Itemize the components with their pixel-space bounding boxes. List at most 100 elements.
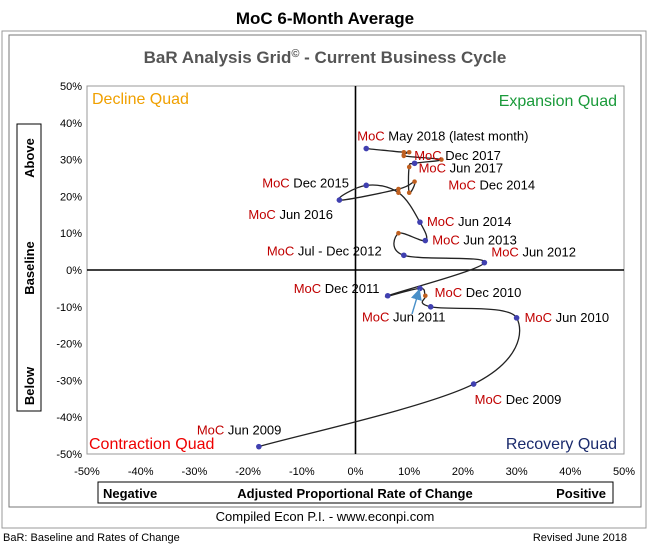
annotation-prefix: MoC	[419, 160, 446, 175]
y-tick-label: -50%	[56, 449, 82, 461]
data-point	[396, 230, 401, 236]
data-point	[412, 179, 417, 184]
footer-left-note: BaR: Baseline and Rates of Change	[3, 532, 180, 544]
y-tick-labels: 50% 40% 30% 20% 10% 0% -10% -20% -30% -40% -50%	[56, 81, 82, 461]
x-bar-negative: Negative	[103, 486, 157, 501]
data-point	[256, 443, 262, 450]
data-point	[396, 190, 401, 196]
annotation-prefix: MoC	[414, 148, 441, 163]
data-point	[363, 145, 370, 152]
data-point	[401, 153, 407, 159]
annotation-period: Dec 2015	[290, 175, 349, 190]
x-tick-label: 0%	[348, 466, 364, 478]
point-annotation: MoC May 2018 (latest month)	[357, 129, 528, 144]
annotation-period: Dec 2011	[321, 281, 379, 296]
point-annotation: MoC Jul - Dec 2012	[267, 243, 382, 258]
point-annotation: MoC Jun 2016	[248, 207, 333, 222]
data-point	[336, 197, 343, 203]
x-tick-label: -40%	[128, 466, 154, 478]
pointer-arrow	[411, 288, 422, 315]
annotation-period: May 2018 (latest month)	[385, 129, 529, 144]
x-tick-label: -30%	[182, 466, 208, 478]
data-point	[423, 293, 428, 299]
point-annotation: MoC Dec 2009	[475, 392, 562, 407]
annotation-period: Dec 2014	[476, 177, 535, 192]
annotation-prefix: MoC	[362, 309, 389, 324]
annotation-prefix: MoC	[248, 207, 275, 222]
x-tick-label: -20%	[235, 466, 261, 478]
outer-frame	[1, 30, 647, 529]
annotation-prefix: MoC	[475, 392, 502, 407]
y-axis-bar	[16, 123, 42, 412]
data-point	[439, 157, 444, 162]
data-point	[401, 149, 407, 155]
data-point	[417, 285, 423, 292]
annotation-period: Jun 2011	[389, 309, 445, 324]
data-point	[427, 304, 434, 310]
data-point	[396, 186, 401, 192]
x-tick-label: 10%	[398, 466, 420, 478]
annotation-period: Jun 2012	[519, 245, 576, 260]
annotation-prefix: MoC	[491, 245, 518, 260]
x-tick-label: -10%	[289, 466, 315, 478]
annotation-prefix: MoC	[197, 423, 224, 438]
annotation-period: Jun 2016	[276, 207, 333, 222]
point-annotation: MoC Jun 2013	[432, 233, 517, 248]
point-annotation: MoC Dec 2014	[448, 177, 535, 192]
point-annotation: MoC Jun 2011	[362, 309, 446, 324]
annotation-period: Jun 2010	[552, 310, 609, 325]
chart-subtitle-main: BaR Analysis Grid	[144, 48, 292, 67]
y-tick-label: -20%	[56, 339, 82, 351]
data-point	[384, 292, 391, 299]
y-tick-label: 20%	[60, 191, 82, 203]
annotation-prefix: MoC	[262, 175, 289, 190]
quad-label-recovery: Recovery Quad	[506, 436, 617, 453]
annotation-prefix: MoC	[294, 281, 321, 296]
annotation-prefix: MoC	[525, 310, 552, 325]
y-tick-label: 50%	[60, 81, 82, 93]
annotation-prefix: MoC	[432, 233, 459, 248]
y-tick-label: 30%	[60, 155, 82, 167]
y-tick-label: 0%	[66, 265, 82, 277]
data-point	[406, 190, 412, 196]
y-tick-label: 40%	[60, 118, 82, 130]
x-tick-label: 50%	[613, 466, 635, 478]
y-bar-above: Above	[22, 138, 37, 178]
x-tick-label: 30%	[506, 466, 528, 478]
point-annotation: MoC Dec 2011	[294, 281, 380, 296]
chart-area-border	[8, 34, 642, 508]
data-point	[411, 160, 418, 167]
annotation-period: Jun 2009	[224, 423, 281, 438]
annotation-period: Jul - Dec 2012	[294, 243, 381, 258]
chart-subtitle-mark: ©	[291, 48, 299, 60]
cycle-series-points	[256, 145, 520, 450]
x-tick-label: 40%	[559, 466, 581, 478]
quad-label-decline: Decline Quad	[92, 91, 189, 108]
annotation-period: Jun 2017	[446, 160, 503, 175]
x-tick-label: -50%	[74, 466, 100, 478]
figure-title: MoC 6-Month Average	[236, 9, 414, 28]
data-point	[470, 381, 477, 387]
y-bar-below: Below	[22, 366, 37, 405]
point-annotation: MoC Dec 2015	[262, 175, 349, 190]
x-bar-center: Adjusted Proportional Rate of Change	[237, 486, 472, 501]
x-axis-bar	[97, 481, 614, 504]
point-annotation: MoC Jun 2009	[197, 423, 282, 438]
y-tick-label: -40%	[56, 412, 82, 424]
annotation-prefix: MoC	[435, 285, 462, 300]
annotation-prefix: MoC	[267, 243, 294, 258]
annotation-period: Jun 2014	[454, 214, 511, 229]
chart-subtitle-rest: - Current Business Cycle	[299, 48, 506, 67]
x-tick-labels: -50% -40% -30% -20% -10% 0% 10% 20% 30% 40% 50%	[74, 466, 635, 478]
annotation-period: Dec 2017	[442, 148, 501, 163]
annotation-period: Dec 2009	[502, 392, 561, 407]
annotation-prefix: MoC	[427, 214, 454, 229]
point-annotation: MoC Dec 2017	[414, 148, 501, 163]
point-annotation: MoC Jun 2010	[525, 310, 610, 325]
data-point	[513, 315, 520, 321]
point-annotation: MoC Jun 2012	[491, 245, 576, 260]
annotation-period: Jun 2013	[460, 233, 517, 248]
annotation-prefix: MoC	[448, 177, 475, 192]
